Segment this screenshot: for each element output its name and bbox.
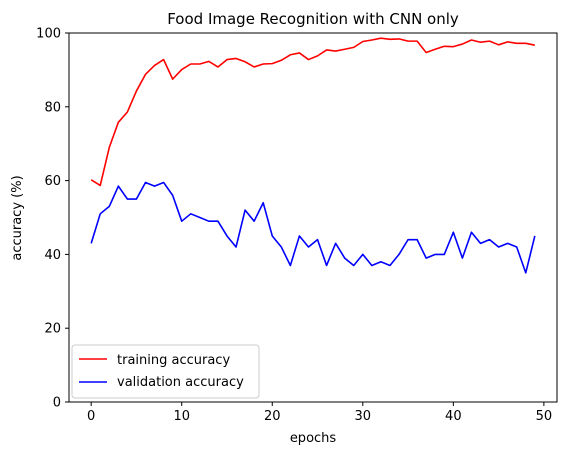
legend-frame bbox=[71, 344, 260, 399]
y-tick-label: 60 bbox=[44, 174, 61, 189]
chart-title: Food Image Recognition with CNN only bbox=[167, 10, 459, 28]
plot-lines bbox=[90, 37, 536, 274]
series-line-training bbox=[90, 37, 535, 187]
x-tick-label: 40 bbox=[445, 409, 462, 424]
x-tick-label: 20 bbox=[264, 409, 281, 424]
x-tick-label: 10 bbox=[173, 409, 190, 424]
legend: training accuracy validation accuracy bbox=[71, 344, 260, 399]
series-line-validation bbox=[90, 181, 536, 274]
x-axis: 0 10 20 30 40 50 bbox=[87, 402, 552, 424]
y-tick-label: 40 bbox=[44, 248, 61, 263]
x-tick-label: 0 bbox=[87, 409, 95, 424]
legend-label-validation: validation accuracy bbox=[117, 375, 244, 390]
plot-frame bbox=[68, 32, 558, 403]
y-tick-label: 80 bbox=[44, 100, 61, 115]
y-axis-label: accuracy (%) bbox=[10, 175, 25, 260]
x-tick-label: 30 bbox=[355, 409, 372, 424]
y-tick-label: 0 bbox=[53, 396, 61, 411]
y-tick-label: 100 bbox=[36, 27, 61, 42]
y-axis: 0 20 40 60 80 100 bbox=[36, 27, 69, 411]
x-tick-label: 50 bbox=[536, 409, 553, 424]
legend-label-training: training accuracy bbox=[117, 353, 230, 368]
x-axis-label: epochs bbox=[290, 431, 337, 446]
y-tick-label: 20 bbox=[44, 322, 61, 337]
